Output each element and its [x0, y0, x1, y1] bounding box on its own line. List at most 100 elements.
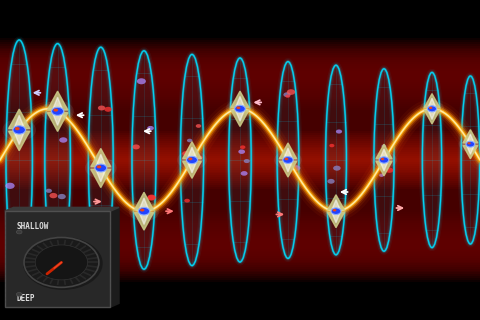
Circle shape: [7, 122, 31, 138]
Bar: [0, 40, 480, 280]
Circle shape: [283, 92, 290, 97]
Circle shape: [184, 199, 190, 203]
Bar: [0, 88, 480, 232]
Circle shape: [196, 124, 201, 128]
Circle shape: [333, 209, 336, 212]
Polygon shape: [91, 169, 111, 188]
Polygon shape: [5, 207, 119, 211]
Bar: [0, 0, 480, 26]
Polygon shape: [284, 161, 292, 172]
Bar: [0, 47, 480, 273]
Circle shape: [13, 229, 22, 235]
Bar: [0, 69, 480, 251]
Polygon shape: [231, 110, 249, 126]
Circle shape: [50, 107, 65, 116]
Circle shape: [2, 119, 36, 141]
Bar: [0, 294, 480, 320]
Circle shape: [379, 156, 389, 164]
Bar: [0, 57, 480, 263]
Polygon shape: [9, 109, 30, 129]
Circle shape: [137, 78, 146, 84]
Bar: [0, 49, 480, 271]
Bar: [0, 100, 480, 220]
Bar: [0, 44, 480, 276]
Circle shape: [129, 201, 159, 221]
Circle shape: [285, 152, 291, 156]
Bar: [0, 297, 480, 320]
Bar: [0, 71, 480, 249]
Polygon shape: [9, 131, 30, 151]
Circle shape: [238, 149, 245, 154]
Circle shape: [35, 245, 88, 280]
Circle shape: [323, 202, 349, 220]
Circle shape: [23, 237, 103, 290]
Circle shape: [375, 154, 393, 166]
Polygon shape: [424, 110, 440, 124]
Circle shape: [462, 139, 479, 150]
Polygon shape: [463, 146, 478, 159]
Bar: [0, 82, 480, 238]
Polygon shape: [134, 212, 154, 230]
Circle shape: [18, 243, 24, 246]
Polygon shape: [424, 94, 440, 108]
Bar: [0, 156, 480, 164]
Bar: [0, 42, 480, 278]
Bar: [0, 0, 480, 3]
Polygon shape: [467, 146, 474, 154]
Circle shape: [385, 168, 393, 173]
Bar: [0, 302, 480, 320]
Bar: [0, 152, 480, 168]
Ellipse shape: [325, 65, 347, 255]
Circle shape: [423, 103, 441, 115]
Circle shape: [186, 156, 198, 164]
Polygon shape: [332, 200, 340, 210]
Circle shape: [98, 106, 105, 110]
Text: DEEP: DEEP: [17, 294, 36, 303]
Bar: [0, 133, 480, 187]
Circle shape: [188, 157, 192, 160]
Circle shape: [91, 212, 100, 218]
Polygon shape: [231, 91, 249, 108]
Ellipse shape: [88, 47, 113, 273]
Bar: [0, 143, 480, 177]
Polygon shape: [328, 195, 344, 210]
Ellipse shape: [374, 69, 394, 251]
Bar: [0, 99, 480, 221]
Circle shape: [16, 230, 22, 234]
Circle shape: [58, 194, 66, 199]
Circle shape: [133, 204, 155, 219]
Circle shape: [51, 107, 64, 115]
Polygon shape: [96, 169, 106, 182]
Circle shape: [381, 158, 384, 160]
Circle shape: [330, 207, 342, 215]
Polygon shape: [52, 97, 63, 110]
Circle shape: [230, 102, 250, 116]
Bar: [0, 91, 480, 229]
Bar: [0, 150, 480, 170]
Polygon shape: [187, 147, 197, 159]
Bar: [0, 148, 480, 172]
Bar: [0, 145, 480, 175]
Circle shape: [187, 156, 197, 164]
Bar: [0, 78, 480, 242]
Circle shape: [53, 108, 58, 112]
Polygon shape: [428, 110, 436, 119]
Circle shape: [429, 107, 432, 109]
Polygon shape: [110, 207, 119, 307]
Bar: [0, 90, 480, 230]
Bar: [0, 75, 480, 245]
Bar: [0, 307, 480, 320]
Bar: [0, 141, 480, 179]
Circle shape: [59, 137, 67, 143]
Bar: [0, 38, 480, 282]
Bar: [0, 86, 480, 234]
Circle shape: [94, 164, 108, 172]
Circle shape: [240, 145, 245, 149]
Circle shape: [197, 156, 203, 159]
Polygon shape: [376, 144, 392, 159]
Ellipse shape: [422, 72, 442, 248]
Circle shape: [97, 165, 101, 168]
Bar: [0, 51, 480, 269]
Bar: [0, 66, 480, 254]
Polygon shape: [139, 212, 149, 224]
